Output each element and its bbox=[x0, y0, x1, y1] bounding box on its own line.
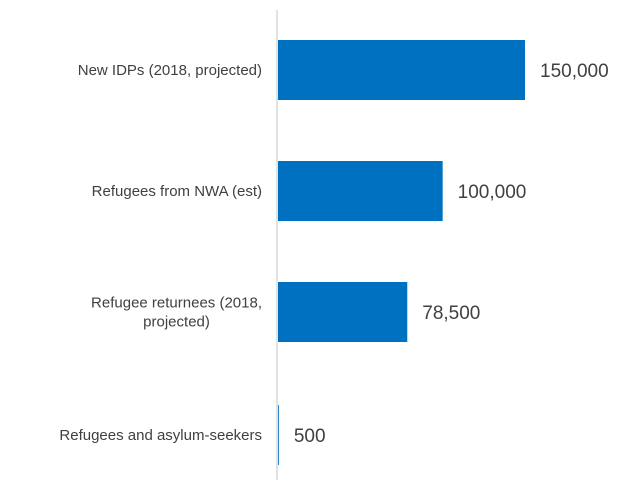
category-label-line: Refugees from NWA (est) bbox=[92, 183, 262, 200]
value-labels: 150,000 100,000 78,500 500 bbox=[294, 61, 609, 447]
value-label: 150,000 bbox=[540, 61, 609, 82]
bar bbox=[278, 40, 525, 100]
category-label-line: Refugees and asylum-seekers bbox=[59, 427, 262, 444]
category-labels: New IDPs (2018, projected) Refugees from … bbox=[59, 62, 262, 444]
category-label: Refugees and asylum-seekers bbox=[59, 427, 262, 444]
category-label-line: projected) bbox=[143, 314, 210, 331]
bars bbox=[278, 40, 525, 465]
category-label: New IDPs (2018, projected) bbox=[78, 62, 262, 79]
category-label-line: New IDPs (2018, projected) bbox=[78, 62, 262, 79]
bar bbox=[278, 405, 279, 465]
value-label: 500 bbox=[294, 426, 326, 447]
bar bbox=[278, 161, 443, 221]
value-label: 100,000 bbox=[458, 182, 527, 203]
category-label: Refugee returnees (2018, projected) bbox=[91, 295, 262, 331]
bar bbox=[278, 282, 408, 342]
category-label: Refugees from NWA (est) bbox=[92, 183, 262, 200]
category-label-line: Refugee returnees (2018, bbox=[91, 295, 262, 312]
value-label: 78,500 bbox=[422, 303, 480, 324]
